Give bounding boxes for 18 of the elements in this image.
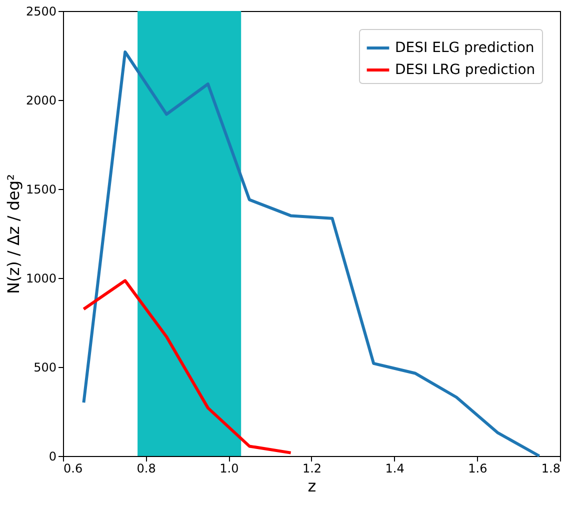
y-tick-label: 2000 [26, 94, 56, 108]
y-axis-title: N(z) / Δz / deg² [4, 174, 23, 294]
x-axis-title: z [308, 476, 316, 496]
x-tick-label: 1.6 [468, 462, 488, 476]
y-tick-label: 1500 [26, 182, 56, 196]
x-tick-label: 1.0 [220, 462, 239, 476]
line-series [82, 279, 292, 454]
legend-label: DESI ELG prediction [395, 40, 534, 56]
y-tick-label: 1000 [26, 272, 56, 286]
x-tick-label: 0.6 [64, 462, 83, 476]
x-tick-label: 1.8 [541, 462, 560, 476]
y-tick-label: 0 [48, 450, 56, 464]
x-tick-label: 0.8 [136, 462, 156, 476]
legend-label: DESI LRG prediction [395, 62, 536, 78]
y-tick-label: 2500 [26, 4, 56, 18]
x-tick-label: 1.4 [385, 462, 404, 476]
x-tick-label: 1.2 [302, 462, 322, 476]
y-tick-label: 500 [34, 360, 56, 374]
